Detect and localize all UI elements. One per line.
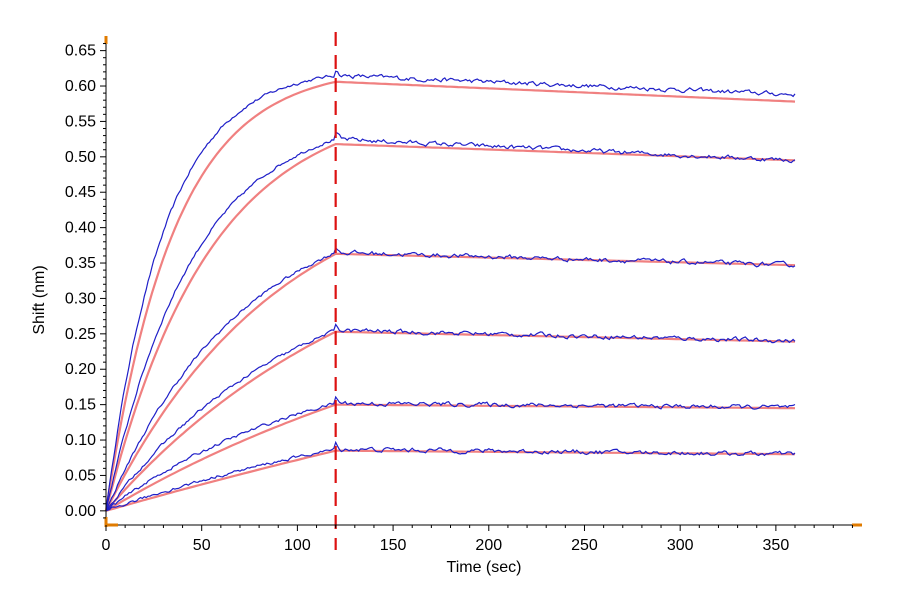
y-tick-label: 0.25: [65, 326, 96, 343]
x-tick-label: 300: [667, 537, 694, 554]
x-tick-label: 250: [571, 537, 598, 554]
y-axis-title: Shift (nm): [31, 265, 48, 334]
y-tick-label: 0.65: [65, 43, 96, 60]
y-tick-label: 0.20: [65, 361, 96, 378]
y-tick-label: 0.05: [65, 467, 96, 484]
x-tick-label: 150: [380, 537, 407, 554]
fit-curve-3: [105, 252, 796, 512]
axes: 0.00 0.05 0.10 0.15 0.20 0.25 0.30 0.35 0.40 0.45…: [65, 36, 862, 554]
fit-curve-5: [105, 403, 796, 512]
y-tick-label: 0.00: [65, 503, 96, 520]
x-tick-label: 50: [193, 537, 211, 554]
y-tick-label: 0.35: [65, 255, 96, 272]
y-tick-label: 0.55: [65, 113, 96, 130]
data-trace-5: [105, 395, 796, 512]
fit-curve-4: [105, 330, 796, 512]
y-tick-label: 0.30: [65, 290, 96, 307]
y-tick-label: 0.40: [65, 220, 96, 237]
y-tick-label: 0.10: [65, 432, 96, 449]
data-trace-3: [105, 246, 796, 512]
fit-curve-6: [105, 449, 795, 512]
x-tick-label: 100: [284, 537, 311, 554]
data-trace-2: [105, 131, 796, 511]
plot-lines: [104, 32, 796, 550]
x-tick-label: 200: [475, 537, 502, 554]
x-axis-title: Time (sec): [447, 559, 522, 576]
data-trace-6: [105, 440, 796, 512]
fit-curve-2: [104, 142, 796, 512]
y-tick-label: 0.15: [65, 397, 96, 414]
x-tick-label: 350: [763, 537, 790, 554]
data-trace-4: [105, 323, 796, 512]
x-tick-label: 0: [102, 537, 111, 554]
y-tick-label: 0.45: [65, 184, 96, 201]
fit-curve-1: [104, 80, 796, 511]
y-tick-label: 0.50: [65, 149, 96, 166]
data-trace-1: [105, 70, 796, 511]
y-tick-label: 0.60: [65, 78, 96, 95]
